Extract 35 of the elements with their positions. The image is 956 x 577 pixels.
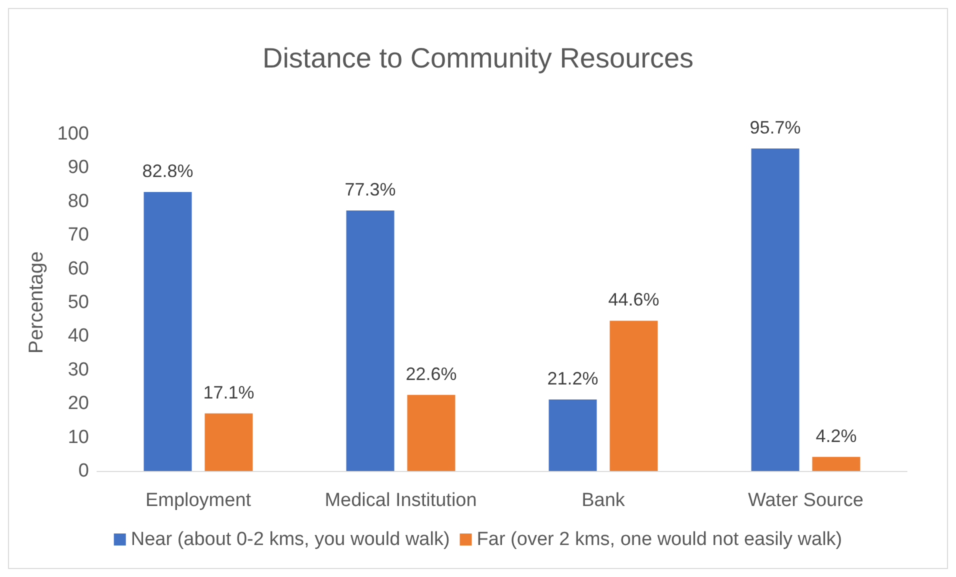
data-label: 95.7% <box>750 117 801 138</box>
bar <box>144 192 192 471</box>
y-tick-label: 50 <box>68 292 89 313</box>
bar <box>548 400 597 471</box>
x-tick-label: Employment <box>145 490 252 511</box>
chart-title: Distance to Community Resources <box>262 42 694 74</box>
data-label: 82.8% <box>142 160 194 181</box>
bar <box>812 456 860 471</box>
y-axis-title: Percentage <box>25 251 48 354</box>
data-label: 44.6% <box>608 290 660 310</box>
data-label: 4.2% <box>816 426 857 446</box>
y-tick-label: 40 <box>68 326 89 347</box>
y-tick-label: 0 <box>78 460 89 482</box>
bar <box>204 413 253 471</box>
y-tick-label: 80 <box>68 190 89 212</box>
bar <box>751 148 800 471</box>
y-tick-label: 20 <box>68 393 89 414</box>
bar <box>407 394 456 471</box>
x-tick-label: Bank <box>582 490 626 511</box>
bar <box>346 210 394 471</box>
y-tick-label: 60 <box>68 258 89 280</box>
legend-label: Near (about 0-2 kms, you would walk) <box>130 529 450 550</box>
y-tick-label: 30 <box>68 359 89 380</box>
y-tick-label: 70 <box>68 224 89 246</box>
bar <box>610 320 658 471</box>
data-label: 77.3% <box>344 180 396 200</box>
x-tick-label: Water Source <box>748 490 864 511</box>
y-tick-label: 100 <box>57 124 89 144</box>
data-label: 22.6% <box>406 364 457 384</box>
x-tick-label: Medical Institution <box>324 490 477 511</box>
data-label: 17.1% <box>203 382 254 402</box>
legend-label: Far (over 2 kms, one would not easily walk) <box>476 529 842 550</box>
y-tick-label: 10 <box>68 426 89 448</box>
data-label: 21.2% <box>547 368 598 389</box>
y-tick-label: 90 <box>68 157 89 178</box>
